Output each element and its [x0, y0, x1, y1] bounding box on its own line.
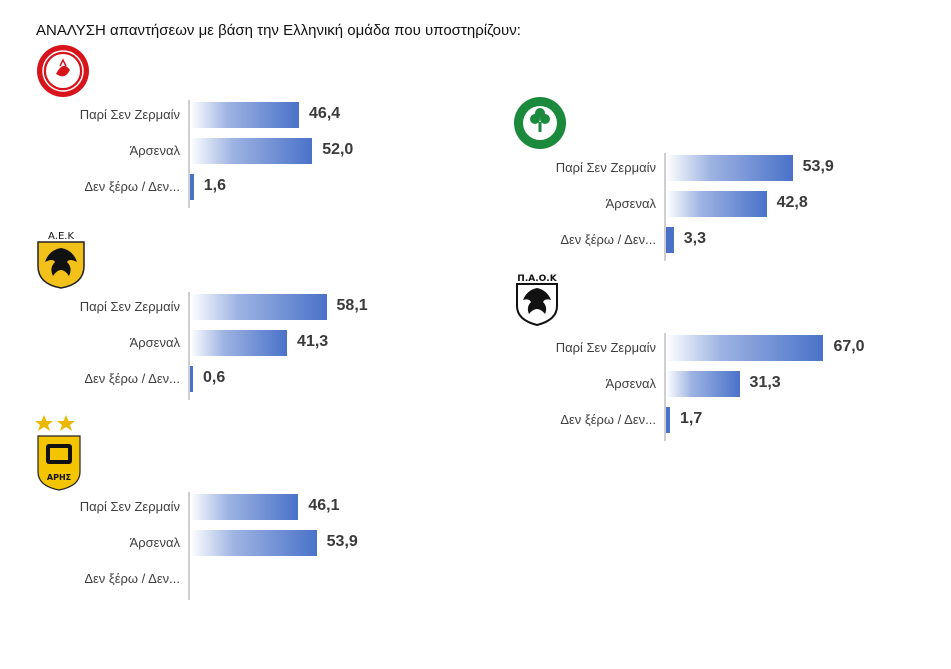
category-label: Δεν ξέρω / Δεν... [84, 179, 180, 194]
page-title: ΑΝΑΛΥΣΗ απαντήσεων με βάση την Ελληνική … [36, 22, 521, 39]
value-label: 1,6 [203, 177, 226, 194]
paok-crest-icon: Π.Α.Ο.Κ [516, 274, 558, 326]
svg-text:Α.Ε.Κ: Α.Ε.Κ [48, 231, 75, 242]
value-label: 52,0 [322, 141, 354, 158]
bar [666, 227, 674, 253]
bar-row: Δεν ξέρω / Δεν... 1,6 [0, 173, 420, 201]
bar [190, 330, 288, 356]
bar [190, 494, 299, 520]
value-label: 53,9 [326, 533, 358, 550]
bar-row: Παρί Σεν Ζερμαίν 58,1 [0, 293, 420, 321]
value-label: 41,3 [297, 333, 329, 350]
svg-text:ΑΡΗΣ: ΑΡΗΣ [47, 473, 71, 482]
category-label: Άρσεναλ [129, 335, 180, 350]
category-label: Παρί Σεν Ζερμαίν [555, 160, 656, 175]
bar [666, 371, 740, 397]
bar [666, 155, 793, 181]
bar [190, 366, 193, 392]
bar-row: Άρσεναλ 53,9 [0, 529, 420, 557]
axis-line [664, 153, 666, 261]
value-label: 0,6 [203, 369, 226, 386]
panathinaikos-crest-icon [514, 97, 566, 149]
bar-row: Παρί Σεν Ζερμαίν 53,9 [476, 154, 896, 182]
value-label: 3,3 [683, 230, 706, 247]
axis-line [188, 100, 190, 208]
aek-crest-icon: Α.Ε.Κ [37, 231, 85, 289]
category-label: Δεν ξέρω / Δεν... [84, 571, 180, 586]
value-label: 53,9 [802, 158, 834, 175]
bar [666, 191, 767, 217]
bar-row: Παρί Σεν Ζερμαίν 46,1 [0, 493, 420, 521]
bar-row: Άρσεναλ 52,0 [0, 137, 420, 165]
bar [190, 294, 327, 320]
bar-row: Άρσεναλ 42,8 [476, 190, 896, 218]
bar-row: Παρί Σεν Ζερμαίν 46,4 [0, 101, 420, 129]
category-label: Παρί Σεν Ζερμαίν [79, 107, 180, 122]
axis-line [188, 292, 190, 400]
bar [666, 335, 824, 361]
axis-line [188, 492, 190, 600]
bar [190, 174, 194, 200]
bar-row: Δεν ξέρω / Δεν... 1,7 [476, 406, 896, 434]
value-label: 58,1 [336, 297, 368, 314]
value-label: 1,7 [679, 410, 703, 427]
bar [190, 138, 313, 164]
bar-row: Δεν ξέρω / Δεν... [0, 565, 420, 593]
category-label: Δεν ξέρω / Δεν... [84, 371, 180, 386]
bar-row: Άρσεναλ 41,3 [0, 329, 420, 357]
category-label: Άρσεναλ [605, 196, 656, 211]
bar [190, 530, 317, 556]
category-label: Παρί Σεν Ζερμαίν [555, 340, 656, 355]
bar-row: Δεν ξέρω / Δεν... 3,3 [476, 226, 896, 254]
category-label: Δεν ξέρω / Δεν... [560, 232, 656, 247]
bar [666, 407, 670, 433]
svg-text:Π.Α.Ο.Κ: Π.Α.Ο.Κ [517, 274, 557, 284]
category-label: Άρσεναλ [129, 535, 180, 550]
category-label: Δεν ξέρω / Δεν... [560, 412, 656, 427]
axis-line [664, 333, 666, 441]
aris-crest-icon: ΑΡΗΣ [35, 415, 81, 491]
olympiacos-crest-icon [37, 45, 89, 97]
value-label: 46,4 [309, 105, 341, 122]
bar-row: Παρί Σεν Ζερμαίν 67,0 [476, 334, 896, 362]
category-label: Άρσεναλ [129, 143, 180, 158]
bar [190, 102, 300, 128]
value-label: 46,1 [308, 497, 340, 514]
value-label: 42,8 [776, 194, 808, 211]
category-label: Παρί Σεν Ζερμαίν [79, 299, 180, 314]
category-label: Παρί Σεν Ζερμαίν [79, 499, 180, 514]
bar-row: Άρσεναλ 31,3 [476, 370, 896, 398]
bar-row: Δεν ξέρω / Δεν... 0,6 [0, 365, 420, 393]
category-label: Άρσεναλ [605, 376, 656, 391]
value-label: 67,0 [833, 338, 865, 355]
value-label: 31,3 [749, 374, 781, 391]
